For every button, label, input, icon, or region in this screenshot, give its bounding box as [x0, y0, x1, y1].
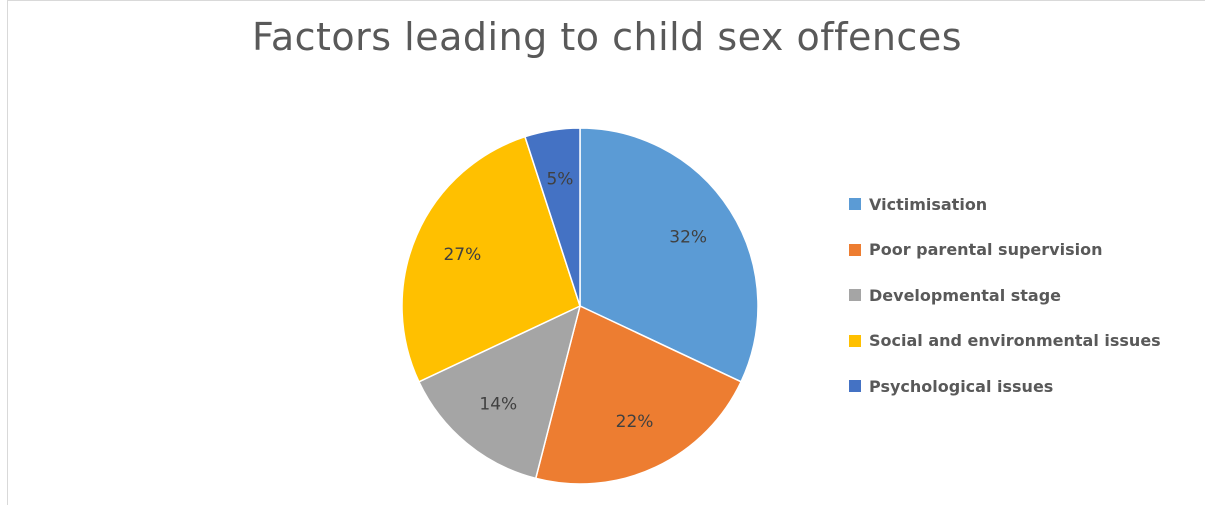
data-label: 5% — [546, 169, 573, 189]
legend-label: Poor parental supervision — [869, 240, 1103, 259]
legend-label: Psychological issues — [869, 376, 1054, 396]
legend-swatch — [849, 380, 861, 392]
legend-item: Victimisation — [849, 194, 1161, 214]
legend-item: Developmental stage — [849, 285, 1161, 305]
pie-slice-victimisation — [579, 127, 759, 383]
pie-slice-poor-parental-supervision — [534, 304, 743, 485]
pie-slice-developmental-stage — [417, 304, 582, 480]
chart-area: Factors leading to child sex offences 32… — [7, 0, 1205, 505]
legend-swatch — [849, 334, 861, 347]
legend-label: Developmental stage — [869, 285, 1062, 305]
data-label: 14% — [479, 395, 517, 415]
legend-swatch — [849, 198, 861, 210]
pie-slice-psychological-issues — [524, 127, 581, 307]
legend: Victimisation Poor parental supervision De… — [849, 194, 1161, 422]
legend-label: Social and environmental issues — [869, 331, 1161, 350]
legend-swatch — [849, 289, 861, 301]
pie-plot: 32% 22% 14% 27% 5% — [401, 127, 759, 485]
legend-label: Victimisation — [869, 194, 988, 214]
data-label: 27% — [443, 245, 481, 265]
chart-title: Factors leading to child sex offences — [251, 15, 962, 59]
pie-slice-social-and-environmental-issues — [401, 135, 581, 383]
legend-item: Psychological issues — [849, 376, 1161, 396]
data-label: 32% — [669, 227, 707, 247]
legend-item: Poor parental supervision — [849, 240, 1161, 260]
legend-swatch — [849, 243, 861, 256]
data-label: 22% — [616, 412, 654, 432]
legend-item: Social and environmental issues — [849, 331, 1161, 351]
